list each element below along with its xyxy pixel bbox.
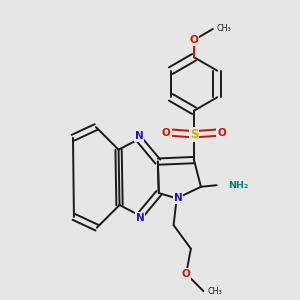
Text: O: O <box>190 35 198 45</box>
Text: N: N <box>135 131 143 142</box>
Text: S: S <box>190 128 198 141</box>
Text: N: N <box>174 194 183 203</box>
Text: CH₃: CH₃ <box>207 286 222 296</box>
Text: O: O <box>162 128 171 138</box>
Text: O: O <box>182 269 190 279</box>
Text: CH₃: CH₃ <box>216 24 231 33</box>
Text: O: O <box>217 128 226 138</box>
Text: N: N <box>136 213 144 223</box>
Text: NH₂: NH₂ <box>228 181 248 190</box>
